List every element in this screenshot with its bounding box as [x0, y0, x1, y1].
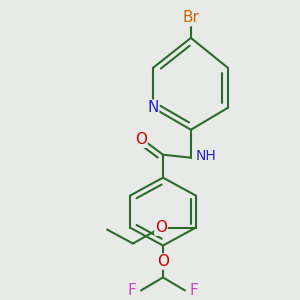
- Text: NH: NH: [196, 149, 217, 163]
- Text: F: F: [127, 283, 136, 298]
- Text: O: O: [135, 132, 147, 147]
- Text: F: F: [190, 283, 199, 298]
- Text: O: O: [157, 254, 169, 269]
- Text: O: O: [155, 220, 167, 235]
- Text: Br: Br: [182, 11, 200, 26]
- Text: N: N: [147, 100, 159, 115]
